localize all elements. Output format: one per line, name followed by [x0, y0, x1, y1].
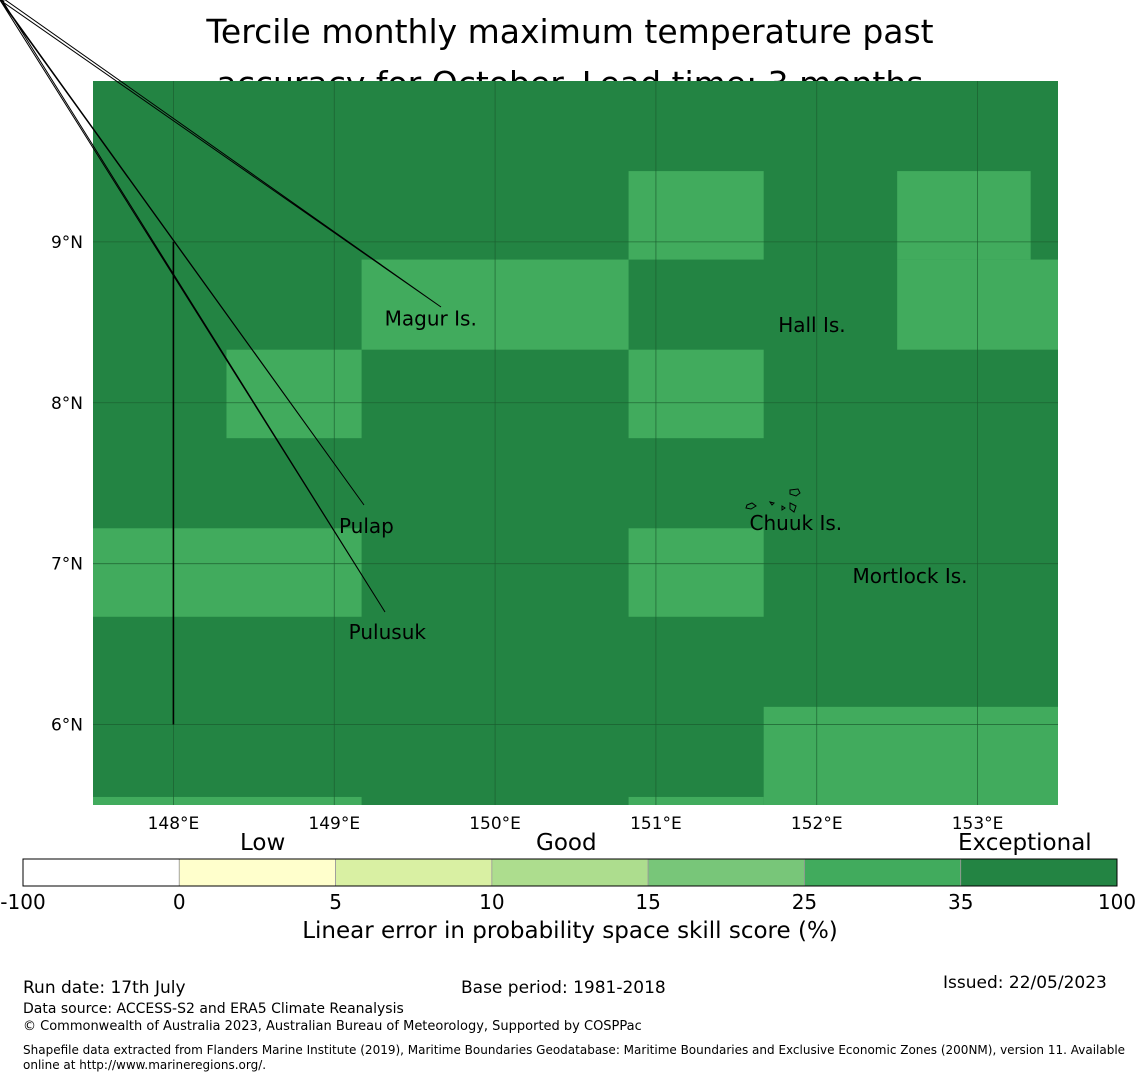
skill-patch-0: [628, 171, 764, 260]
island-outline-2: [0, 0, 386, 613]
skill-patch-9: [93, 796, 362, 805]
place-label: Mortlock Is.: [853, 564, 968, 588]
colorbar-label: Linear error in probability space skill …: [302, 918, 838, 944]
lat-tick-label: 8°N: [51, 394, 83, 414]
colorbar-tick-label: 35: [947, 890, 974, 914]
colorbar-tick-label: 10: [479, 890, 505, 914]
colorbar-tick-label: 0: [172, 890, 186, 914]
skill-patch-5: [628, 349, 764, 439]
colorbar-category-low: Low: [240, 830, 286, 856]
colorbar-bin-6: [960, 858, 1118, 887]
skill-patch-7: [628, 528, 764, 617]
place-label: Hall Is.: [778, 313, 845, 337]
colorbar-bin-0: [22, 858, 180, 887]
island-outline-0: [0, 0, 442, 308]
colorbar-tick-label: 15: [635, 890, 661, 914]
shapefile-credit-line-2: online at http://www.marineregions.org/.: [23, 1058, 267, 1072]
lon-tick-label: 151°E: [630, 814, 682, 834]
island-outline-1: [0, 0, 365, 506]
chuuk-island-outline: [745, 488, 801, 513]
lon-tick-label: 149°E: [308, 814, 360, 834]
skill-patch-1: [897, 171, 1031, 260]
colorbar-category-good: Good: [536, 830, 597, 856]
lon-tick-label: 148°E: [148, 814, 200, 834]
issued-date: Issued: 22/05/2023: [943, 973, 1107, 993]
colorbar-frame: [22, 858, 1118, 887]
place-label: Pulap: [339, 514, 394, 538]
skill-patch-6: [93, 528, 362, 617]
lat-tick-label: 9°N: [51, 233, 83, 253]
colorbar-bin-3: [491, 858, 649, 887]
colorbar-bin-2: [335, 858, 493, 887]
title-line-1: Tercile monthly maximum temperature past: [206, 12, 934, 51]
colorbar-bin-1: [178, 858, 336, 887]
colorbar-tick-label: -100: [0, 890, 46, 914]
lat-tick-label: 7°N: [51, 555, 83, 575]
lon-tick-label: 150°E: [469, 814, 521, 834]
place-label: Pulusuk: [349, 620, 427, 644]
skill-patch-10: [628, 796, 764, 805]
skill-patch-4: [226, 349, 362, 439]
lon-tick-label: 153°E: [952, 814, 1004, 834]
base-period: Base period: 1981-2018: [461, 978, 666, 998]
shapefile-credit-line-1: Shapefile data extracted from Flanders M…: [23, 1043, 1126, 1057]
place-label: Chuuk Is.: [750, 511, 843, 535]
colorbar-tick-label: 25: [791, 890, 818, 914]
colorbar-category-exceptional: Exceptional: [958, 830, 1092, 856]
lon-tick-label: 152°E: [791, 814, 843, 834]
colorbar-tick-label: 100: [1097, 890, 1137, 914]
data-source: Data source: ACCESS-S2 and ERA5 Climate …: [23, 1001, 404, 1017]
colorbar-bin-5: [804, 858, 962, 887]
lat-tick-label: 6°N: [51, 716, 83, 736]
run-date: Run date: 17th July: [23, 978, 186, 998]
colorbar-tick-label: 5: [329, 890, 342, 914]
copyright: © Commonwealth of Australia 2023, Austra…: [23, 1019, 642, 1034]
skill-patch-8: [763, 706, 1058, 805]
place-label: Magur Is.: [385, 307, 477, 331]
colorbar-bin-4: [647, 858, 805, 887]
